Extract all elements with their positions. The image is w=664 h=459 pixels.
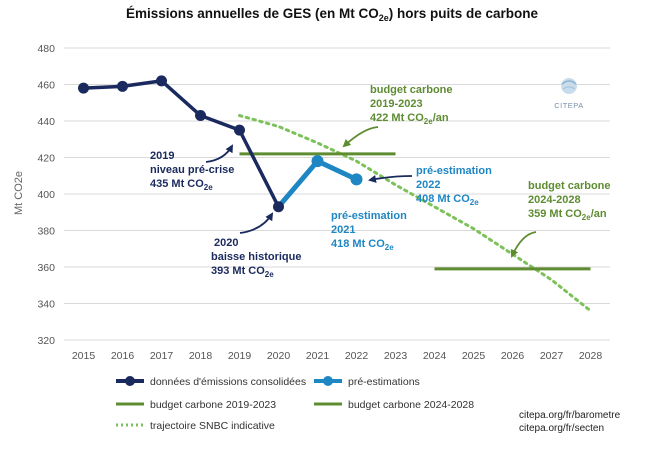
- x-tick-2028: 2028: [579, 350, 603, 362]
- point-consolidated-2015: [78, 82, 89, 94]
- y-tick-340: 340: [37, 299, 55, 311]
- x-tick-2026: 2026: [501, 350, 525, 362]
- annotation-preest-2021: pré-estimation 2021 418 Mt CO2e: [331, 210, 407, 252]
- source-link-barometre[interactable]: citepa.org/fr/barometre: [519, 410, 621, 421]
- x-tick-2027: 2027: [540, 350, 564, 362]
- x-tick-2018: 2018: [189, 350, 213, 362]
- arrow-2020: [239, 212, 274, 234]
- x-tick-2017: 2017: [150, 350, 174, 362]
- legend-item-budget-2: budget carbone 2024-2028: [314, 399, 474, 411]
- point-consolidated-2017: [156, 75, 167, 87]
- x-tick-2020: 2020: [267, 350, 291, 362]
- y-axis-label: Mt CO2e: [13, 171, 25, 215]
- x-tick-2024: 2024: [423, 350, 447, 362]
- series-line-preest: [276, 158, 358, 209]
- legend-label-snbc: trajectoire SNBC indicative: [150, 420, 275, 432]
- source-link-secten[interactable]: citepa.org/fr/secten: [519, 423, 604, 434]
- x-tick-2023: 2023: [384, 350, 408, 362]
- legend-label-consolidated: données d'émissions consolidées: [150, 376, 306, 388]
- y-tick-400: 400: [37, 189, 55, 201]
- logo-text: CITEPA: [554, 101, 584, 110]
- legend-item-preestimations: pré-estimations: [314, 376, 420, 388]
- arrow-2022: [368, 174, 413, 183]
- legend: données d'émissions consolidées pré-esti…: [116, 376, 474, 432]
- x-tick-labels: 2015 2016 2017 2018 2019 2020 2021 2022 2023 2024…: [72, 350, 603, 362]
- point-consolidated-2019: [234, 124, 245, 136]
- legend-item-consolidated: données d'émissions consolidées: [116, 376, 306, 388]
- arrow-budget-2: [510, 231, 537, 258]
- series-line-consolidated: [83, 79, 281, 208]
- legend-label-preestimations: pré-estimations: [348, 376, 420, 388]
- x-tick-2015: 2015: [72, 350, 96, 362]
- annotation-2020: 2020 baisse historique 393 Mt CO2e: [211, 212, 301, 279]
- point-consolidated-2016: [117, 80, 128, 92]
- y-tick-360: 360: [37, 262, 55, 274]
- y-tick-440: 440: [37, 116, 55, 128]
- gridlines: [64, 47, 610, 341]
- y-tick-420: 420: [37, 153, 55, 165]
- point-preest-2022: [350, 173, 363, 186]
- point-consolidated-2020: [273, 201, 284, 213]
- y-tick-320: 320: [37, 335, 55, 347]
- chart-title: Émissions annuelles de GES (en Mt CO2e) …: [126, 6, 539, 23]
- point-preest-2021: [311, 155, 324, 168]
- x-tick-2025: 2025: [462, 350, 486, 362]
- legend-item-budget-1: budget carbone 2019-2023: [116, 399, 276, 411]
- y-tick-labels: 320 340 360 380 400 420 440 460 480: [37, 43, 55, 347]
- legend-label-budget-2: budget carbone 2024-2028: [348, 399, 474, 411]
- x-tick-2016: 2016: [111, 350, 135, 362]
- arrow-budget-1: [342, 126, 379, 148]
- point-consolidated-2018: [195, 110, 206, 122]
- x-tick-2022: 2022: [345, 350, 369, 362]
- y-tick-460: 460: [37, 80, 55, 92]
- y-tick-380: 380: [37, 226, 55, 238]
- annotation-preest-2022: pré-estimation 2022 408 Mt CO2e: [368, 165, 492, 207]
- annotation-budget-2024-2028: budget carbone 2024-2028 359 Mt CO2e/an: [510, 180, 611, 258]
- annotation-2019: 2019 niveau pré-crise 435 Mt CO2e: [150, 144, 234, 192]
- citepa-logo: CITEPA: [554, 78, 584, 110]
- x-tick-2019: 2019: [228, 350, 252, 362]
- x-tick-2021: 2021: [306, 350, 330, 362]
- series-lines: [78, 75, 592, 313]
- series-line-snbc: [238, 114, 592, 313]
- annotation-budget-2019-2023: budget carbone 2019-2023 422 Mt CO2e/an: [342, 84, 453, 148]
- y-tick-480: 480: [37, 43, 55, 55]
- legend-item-snbc: trajectoire SNBC indicative: [116, 420, 275, 432]
- legend-label-budget-1: budget carbone 2019-2023: [150, 399, 276, 411]
- arrow-2019: [205, 144, 233, 163]
